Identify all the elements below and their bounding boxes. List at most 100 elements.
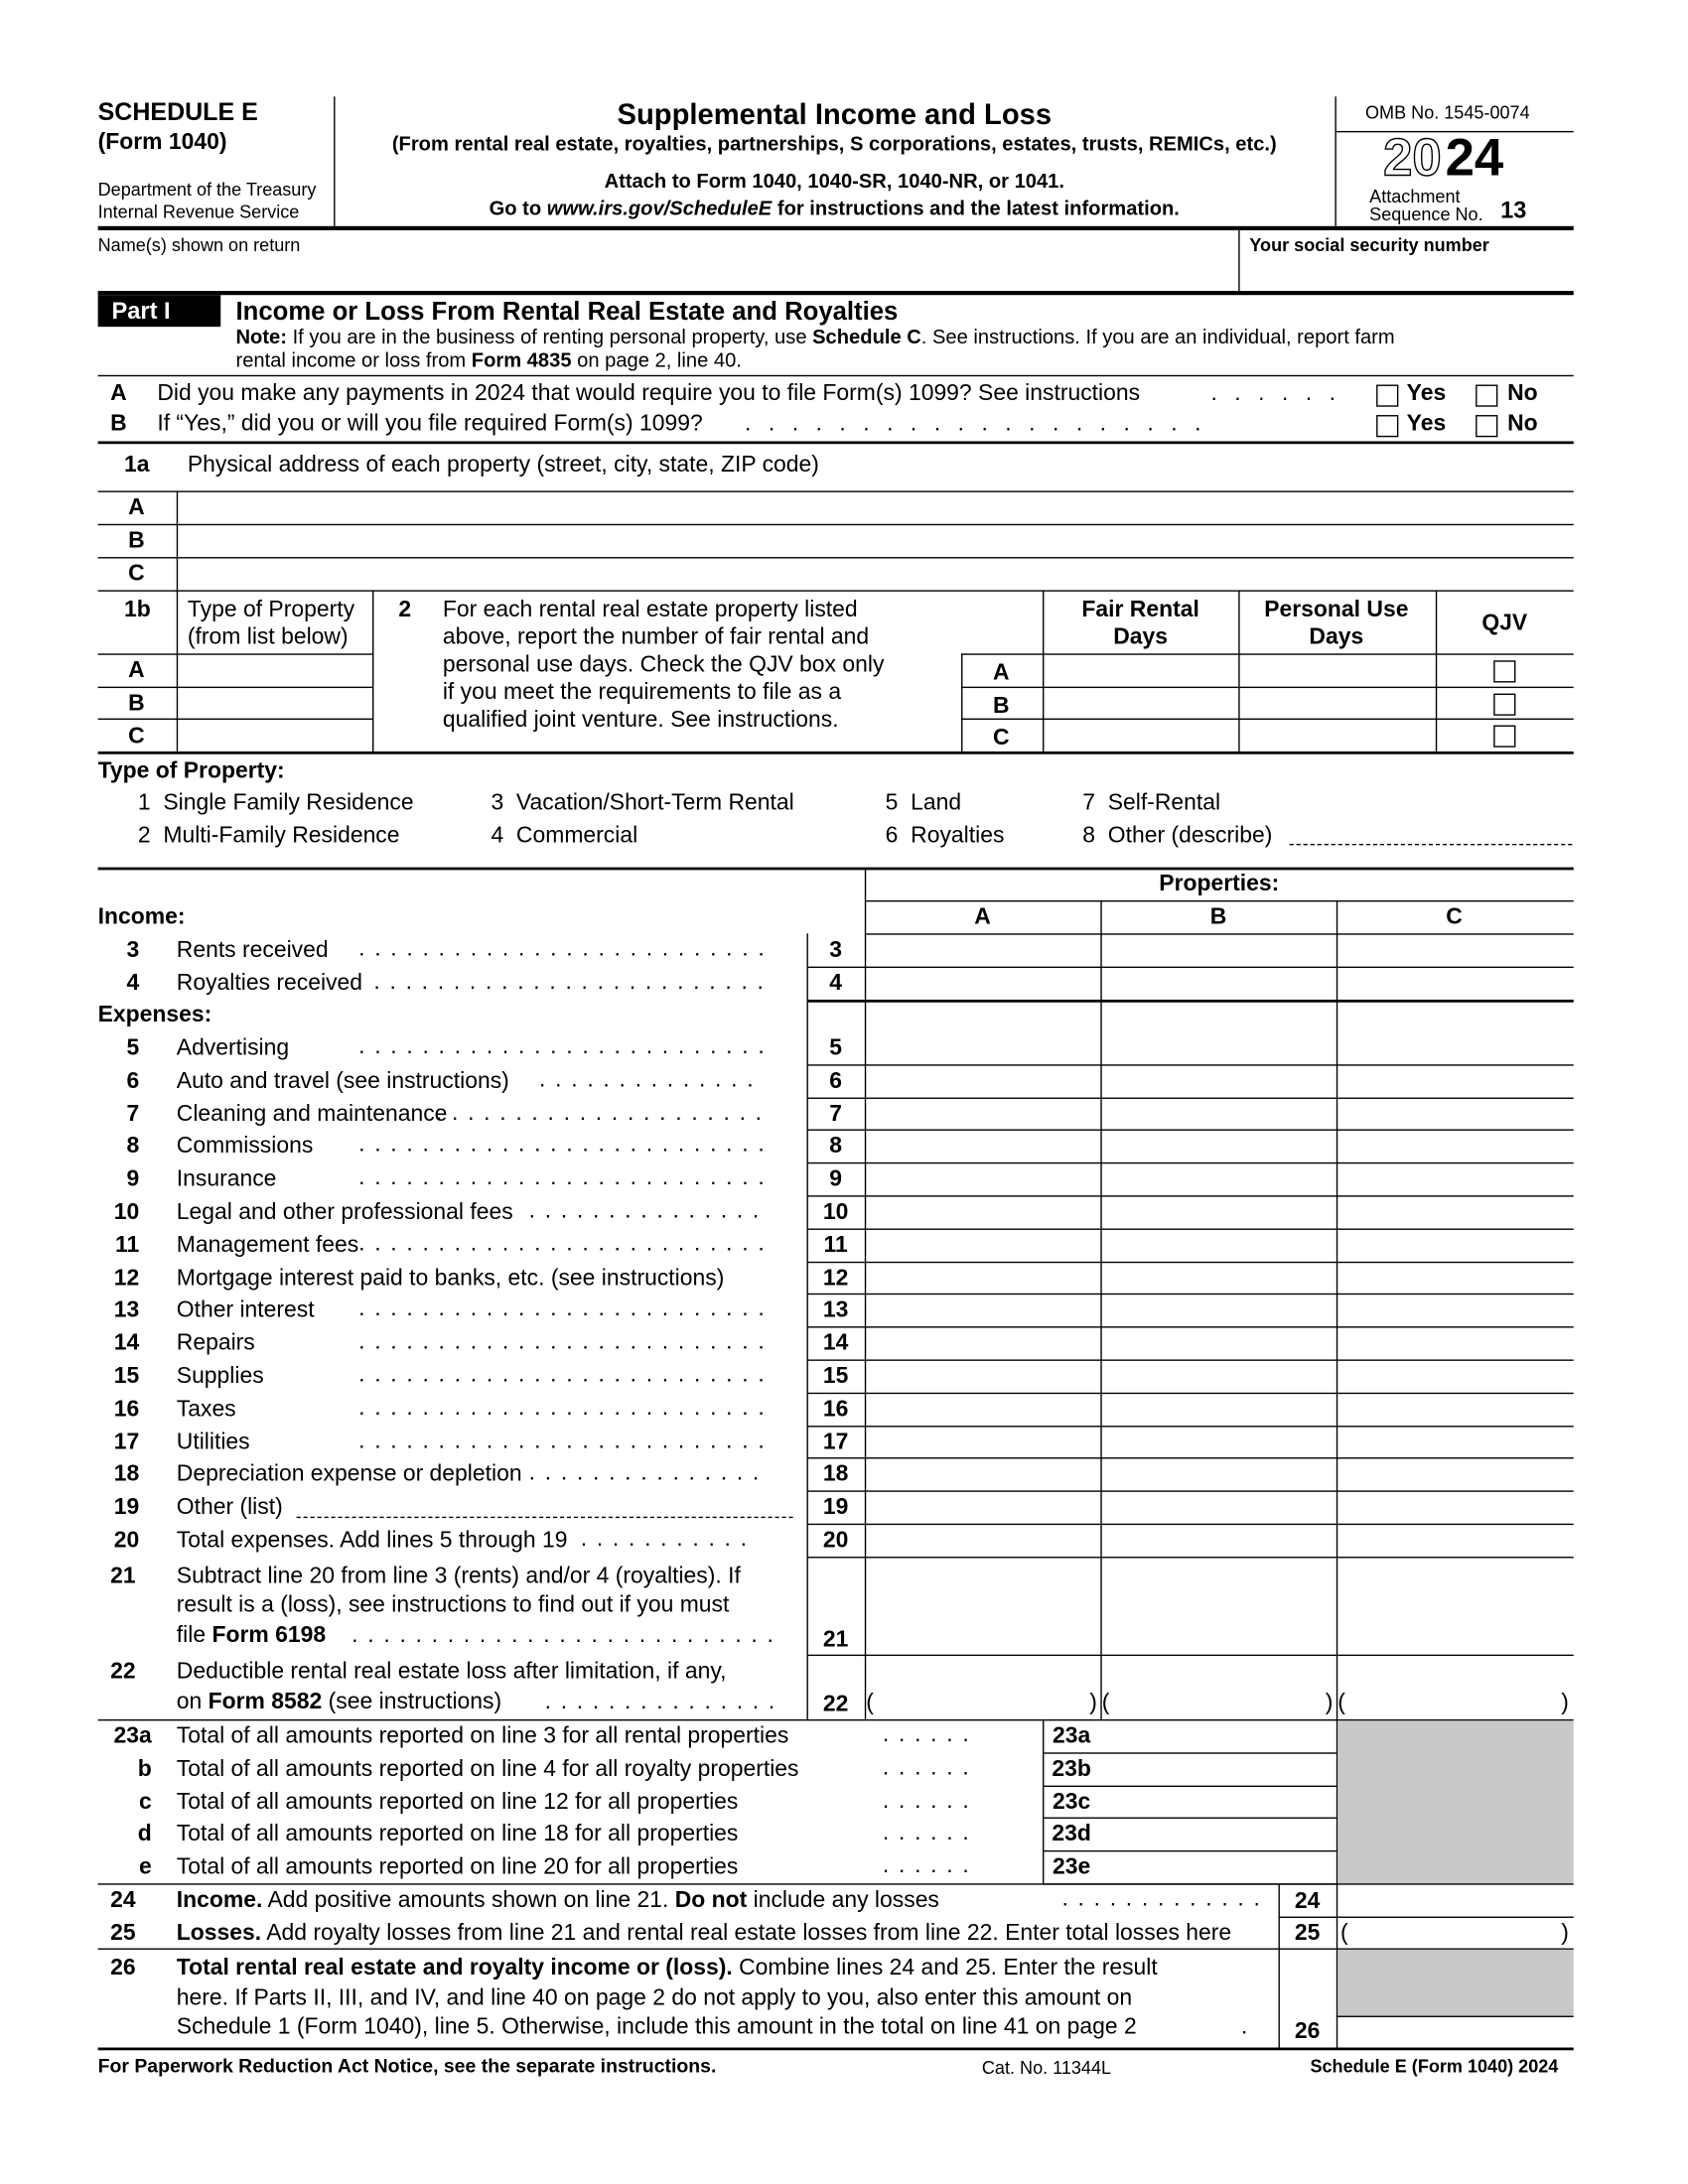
line-24-field[interactable] — [1337, 1885, 1572, 1916]
line-6-property-c[interactable] — [1337, 1065, 1572, 1096]
address-field-a[interactable] — [180, 492, 1573, 523]
line-number: e — [139, 1854, 152, 1880]
line-14-property-b[interactable] — [1102, 1328, 1336, 1359]
line-3-property-a[interactable] — [866, 935, 1100, 966]
fair-rental-days-b[interactable] — [1046, 687, 1237, 718]
personal-use-days-b[interactable] — [1241, 687, 1434, 718]
line-23d-field[interactable] — [1103, 1820, 1335, 1850]
line-10-property-c[interactable] — [1337, 1197, 1572, 1228]
line-7-property-c[interactable] — [1337, 1098, 1572, 1129]
line-25-field[interactable] — [1351, 1918, 1558, 1947]
line-18-property-a[interactable] — [866, 1459, 1100, 1490]
other-describe-field[interactable] — [1289, 844, 1573, 846]
other-list-field[interactable] — [296, 1517, 793, 1519]
line-9-property-a[interactable] — [866, 1163, 1100, 1194]
address-field-c[interactable] — [180, 559, 1573, 590]
line-26-field[interactable] — [1337, 2017, 1572, 2046]
line-17-property-a[interactable] — [866, 1427, 1100, 1457]
line-20-property-b[interactable] — [1102, 1525, 1336, 1556]
line-16-property-c[interactable] — [1337, 1394, 1572, 1425]
line-21-property-a[interactable] — [866, 1558, 1100, 1651]
names-field[interactable] — [98, 256, 1237, 291]
line-3-property-b[interactable] — [1102, 935, 1336, 966]
line-23e-field[interactable] — [1103, 1852, 1335, 1883]
line-4-property-b[interactable] — [1102, 968, 1336, 999]
line-4-property-c[interactable] — [1337, 968, 1572, 999]
line-11-property-b[interactable] — [1102, 1230, 1336, 1261]
line-13-property-a[interactable] — [866, 1296, 1100, 1326]
qjv-checkbox-c[interactable] — [1493, 725, 1516, 748]
irs-link[interactable]: www.irs.gov/ScheduleE — [546, 199, 773, 221]
line-13-property-b[interactable] — [1102, 1296, 1336, 1326]
yes-checkbox[interactable] — [1376, 415, 1399, 438]
no-checkbox[interactable] — [1476, 415, 1498, 438]
line-23a-field[interactable] — [1103, 1720, 1335, 1751]
fair-rental-days-a[interactable] — [1046, 655, 1237, 686]
property-letter: C — [128, 561, 145, 587]
line-18-property-b[interactable] — [1102, 1459, 1336, 1490]
line-15-property-a[interactable] — [866, 1361, 1100, 1392]
fair-rental-days-c[interactable] — [1046, 720, 1237, 751]
ssn-field[interactable] — [1241, 256, 1572, 291]
line-18-property-c[interactable] — [1337, 1459, 1572, 1490]
line-8-property-b[interactable] — [1102, 1131, 1336, 1161]
line-19-property-c[interactable] — [1337, 1492, 1572, 1523]
line-17-property-c[interactable] — [1337, 1427, 1572, 1457]
rule — [1278, 1916, 1574, 1918]
personal-use-days-a[interactable] — [1241, 655, 1434, 686]
address-field-b[interactable] — [180, 525, 1573, 556]
line-8-property-a[interactable] — [866, 1131, 1100, 1161]
no-checkbox[interactable] — [1476, 384, 1498, 407]
line-14-property-a[interactable] — [866, 1328, 1100, 1359]
line-22-property-b[interactable] — [1113, 1657, 1323, 1717]
line-10-property-b[interactable] — [1102, 1197, 1336, 1228]
line-22-property-a[interactable] — [877, 1657, 1086, 1717]
line-19-property-a[interactable] — [866, 1492, 1100, 1523]
property-type-field-c[interactable] — [180, 720, 370, 751]
line-5-property-a[interactable] — [866, 1032, 1100, 1063]
line-5-property-c[interactable] — [1337, 1032, 1572, 1063]
line-11-property-a[interactable] — [866, 1230, 1100, 1261]
line-7-property-b[interactable] — [1102, 1098, 1336, 1129]
rule — [806, 1195, 1574, 1197]
rule — [806, 1654, 1574, 1657]
line-7-property-a[interactable] — [866, 1098, 1100, 1129]
line-15-property-c[interactable] — [1337, 1361, 1572, 1392]
line-3-property-c[interactable] — [1337, 935, 1572, 966]
line-12-property-b[interactable] — [1102, 1263, 1336, 1294]
column-header: Personal Use — [1264, 597, 1409, 622]
line-14-property-c[interactable] — [1337, 1328, 1572, 1359]
qjv-checkbox-a[interactable] — [1493, 660, 1516, 683]
qjv-checkbox-b[interactable] — [1493, 692, 1516, 716]
line-17-property-b[interactable] — [1102, 1427, 1336, 1457]
line-8-property-c[interactable] — [1337, 1131, 1572, 1161]
line-4-property-a[interactable] — [866, 968, 1100, 999]
line-9-property-c[interactable] — [1337, 1163, 1572, 1194]
line-6-property-a[interactable] — [866, 1065, 1100, 1096]
line-20-property-a[interactable] — [866, 1525, 1100, 1556]
yes-checkbox[interactable] — [1376, 384, 1399, 407]
line-23b-field[interactable] — [1103, 1753, 1335, 1784]
line-20-property-c[interactable] — [1337, 1525, 1572, 1556]
line-12-property-a[interactable] — [866, 1263, 1100, 1294]
line-21-property-c[interactable] — [1337, 1558, 1572, 1651]
personal-use-days-c[interactable] — [1241, 720, 1434, 751]
property-type-field-b[interactable] — [180, 687, 370, 718]
rule — [97, 590, 1574, 592]
line-15-property-b[interactable] — [1102, 1361, 1336, 1392]
line-21-property-b[interactable] — [1102, 1558, 1336, 1651]
line-23c-field[interactable] — [1103, 1786, 1335, 1817]
line-6-property-b[interactable] — [1102, 1065, 1336, 1096]
line-22-property-c[interactable] — [1348, 1657, 1558, 1717]
line-12-property-c[interactable] — [1337, 1263, 1572, 1294]
property-type-field-a[interactable] — [180, 655, 370, 686]
line-16-property-a[interactable] — [866, 1394, 1100, 1425]
line-13-property-c[interactable] — [1337, 1296, 1572, 1326]
line-number: 20 — [113, 1527, 140, 1553]
line-5-property-b[interactable] — [1102, 1032, 1336, 1063]
line-16-property-b[interactable] — [1102, 1394, 1336, 1425]
line-9-property-b[interactable] — [1102, 1163, 1336, 1194]
line-19-property-b[interactable] — [1102, 1492, 1336, 1523]
line-10-property-a[interactable] — [866, 1197, 1100, 1228]
line-11-property-c[interactable] — [1337, 1230, 1572, 1261]
